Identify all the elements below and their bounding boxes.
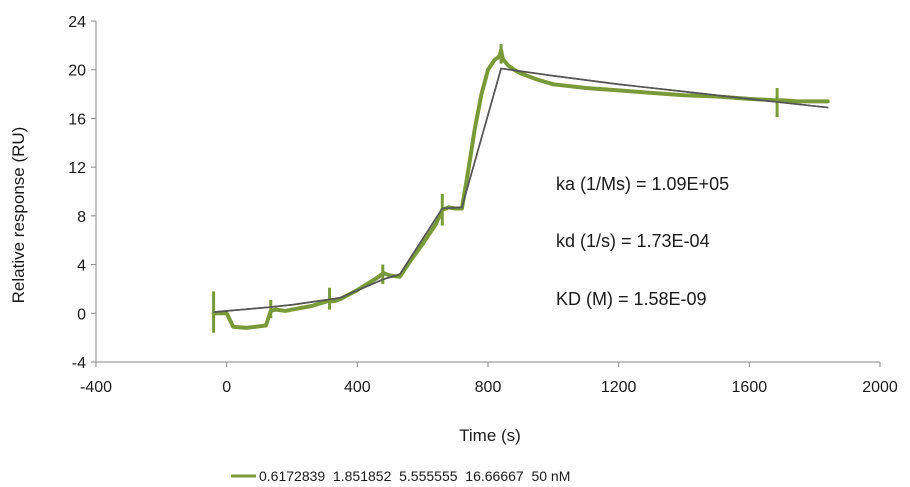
x-tick-label: 1200 [601, 379, 637, 396]
y-tick-label: 20 [68, 63, 86, 80]
y-axis-label: Relative response (RU) [9, 127, 28, 304]
y-ticks: -4 0 4 8 12 16 20 24 [68, 14, 96, 372]
legend: 0.6172839 1.851852 5.555555 16.66667 50 … [231, 468, 570, 484]
x-tick-label: 800 [475, 379, 502, 396]
series-layer [211, 44, 830, 333]
x-tick-label: 0 [222, 379, 231, 396]
y-tick-label: 4 [77, 258, 86, 275]
x-tick-label: 400 [344, 379, 371, 396]
x-tick-label: 1600 [732, 379, 768, 396]
x-ticks: -400 0 400 800 1200 1600 2000 [80, 362, 898, 396]
y-tick-label: 24 [68, 14, 86, 31]
annotation-kd: kd (1/s) = 1.73E-04 [556, 231, 710, 251]
y-tick-label: 16 [68, 111, 86, 128]
fit-line-overlay [213, 67, 828, 313]
fit-line [212, 67, 829, 313]
annotation-ka: ka (1/Ms) = 1.09E+05 [556, 174, 729, 194]
annotation-KD: KD (M) = 1.58E-09 [556, 289, 707, 309]
y-tick-label: -4 [72, 355, 86, 372]
y-tick-label: 0 [77, 306, 86, 323]
y-tick-label: 8 [77, 209, 86, 226]
x-tick-label: -400 [80, 379, 112, 396]
y-tick-label: 12 [68, 160, 86, 177]
x-axis-label: Time (s) [459, 426, 521, 445]
x-tick-label: 2000 [862, 379, 898, 396]
measured-line [211, 48, 830, 330]
legend-label: 0.6172839 1.851852 5.555555 16.66667 50 … [259, 468, 570, 484]
